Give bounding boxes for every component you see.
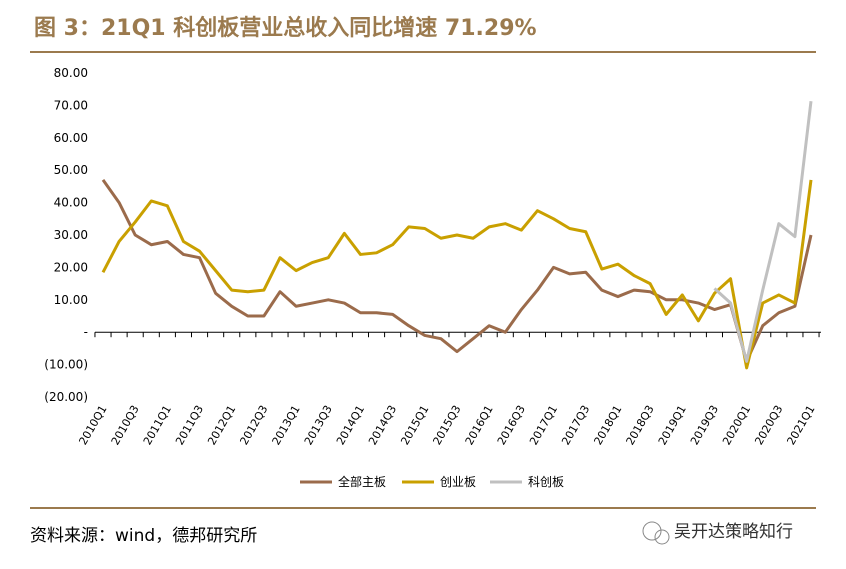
x-tick-label: 2014Q1: [334, 403, 367, 447]
y-tick-label: 30.00: [54, 228, 88, 242]
x-tick-label: 2011Q3: [173, 403, 206, 447]
legend-label: 全部主板: [338, 474, 386, 489]
y-tick-label: 70.00: [54, 98, 88, 112]
source: 资料来源：wind，德邦研究所: [30, 526, 257, 546]
y-tick-label: 10.00: [54, 293, 88, 307]
series-line: [101, 179, 813, 370]
watermark: 吴开达策略知行: [674, 522, 793, 542]
x-tick-label: 2010Q3: [109, 403, 142, 447]
x-tick-label: 2014Q3: [366, 403, 399, 447]
legend-label: 创业板: [440, 475, 476, 489]
x-tick-label: 2012Q1: [205, 403, 238, 447]
x-tick-label: 2015Q1: [398, 403, 431, 447]
y-tick-label: 50.00: [54, 163, 88, 177]
x-tick-label: 2020Q1: [720, 403, 753, 447]
x-tick-label: 2013Q1: [270, 403, 303, 447]
series-line: [713, 101, 813, 363]
x-tick-label: 2011Q1: [141, 403, 174, 447]
x-tick-label: 2010Q1: [77, 403, 110, 447]
x-tick-label: 2016Q3: [495, 403, 528, 447]
y-tick-label: (10.00): [44, 358, 88, 372]
x-tick-label: 2017Q1: [527, 403, 560, 447]
y-tick-label: 40.00: [54, 196, 88, 210]
x-tick-label: 2013Q3: [302, 403, 335, 447]
x-tick-label: 2018Q1: [591, 403, 624, 447]
y-tick-label: 60.00: [54, 131, 88, 145]
x-tick-label: 2017Q3: [559, 403, 592, 447]
y-tick-label: -: [84, 325, 88, 339]
x-tick-label: 2018Q3: [624, 403, 657, 447]
y-tick-label: (20.00): [44, 390, 88, 404]
x-tick-label: 2016Q1: [463, 403, 496, 447]
x-tick-label: 2012Q3: [237, 403, 270, 447]
y-tick-label: 80.00: [54, 66, 88, 80]
series-line: [101, 179, 813, 363]
legend-label: 科创板: [528, 475, 564, 489]
y-tick-label: 20.00: [54, 260, 88, 274]
x-tick-label: 2019Q3: [688, 403, 721, 447]
x-tick-label: 2015Q3: [431, 403, 464, 447]
chart-title: 图 3：21Q1 科创板营业总收入同比增速 71.29%: [34, 15, 537, 41]
watermark-icon: [642, 521, 670, 545]
x-tick-label: 2021Q1: [785, 403, 818, 447]
x-tick-label: 2019Q1: [656, 403, 689, 447]
x-tick-label: 2020Q3: [752, 403, 785, 447]
